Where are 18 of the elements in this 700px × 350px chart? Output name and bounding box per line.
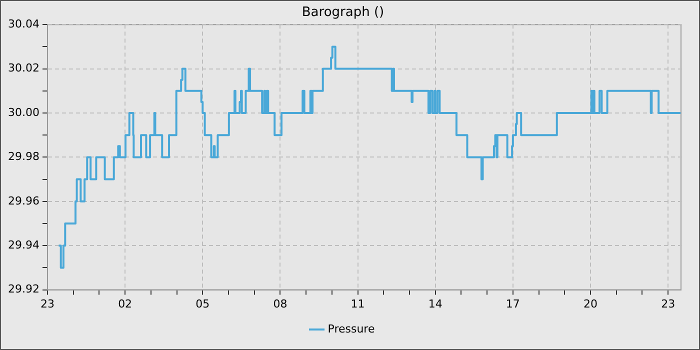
x-tick-label: 08 (273, 297, 288, 310)
x-tick-label: 05 (196, 297, 210, 310)
y-tick-label: 29.94 (8, 238, 40, 252)
x-tick-label: 23 (40, 297, 54, 310)
y-tick-label: 30.04 (8, 17, 40, 30)
x-tick-label: 02 (118, 297, 132, 310)
x-tick-label: 23 (661, 297, 676, 310)
x-tick-label: 11 (350, 297, 365, 310)
chart-title: Barograph () (302, 5, 384, 20)
y-tick-label: 29.96 (8, 194, 40, 208)
legend-label: Pressure (328, 322, 375, 336)
y-tick-label: 30.02 (8, 62, 40, 75)
x-tick-label: 20 (584, 297, 598, 310)
y-tick-label: 30.00 (8, 106, 40, 119)
y-tick-label: 29.92 (8, 282, 40, 296)
y-tick-label: 29.98 (8, 150, 40, 164)
x-tick-label: 14 (428, 297, 442, 310)
x-tick-label: 17 (506, 297, 520, 310)
